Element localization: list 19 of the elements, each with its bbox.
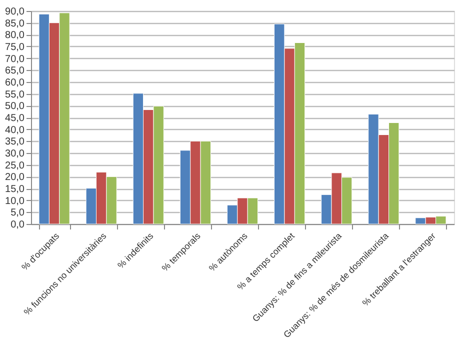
y-tick-label: 5,0 — [10, 208, 25, 219]
y-tick-label: 50,0 — [5, 101, 25, 112]
y-tick-label: 40,0 — [5, 124, 25, 136]
y-tick-label: 20,0 — [5, 172, 25, 184]
y-tick-label: 70,0 — [5, 54, 25, 65]
y-tick-label: 0,0 — [10, 220, 25, 230]
y-tick-label: 25,0 — [5, 160, 25, 172]
y-tick-label: 30,0 — [5, 148, 25, 160]
y-tick-label: 35,0 — [5, 136, 25, 148]
y-tick-label: 60,0 — [5, 78, 25, 88]
y-tick-label: 90,0 — [5, 6, 25, 18]
y-tick-label: 10,0 — [5, 196, 25, 207]
y-tick-label: 75,0 — [5, 42, 25, 53]
y-tick-label: 15,0 — [5, 184, 25, 195]
y-tick-label: 55,0 — [5, 89, 25, 100]
y-tick-label: 65,0 — [5, 66, 25, 77]
y-tick-label: 85,0 — [5, 18, 25, 30]
y-tick-label: 80,0 — [5, 30, 25, 42]
y-tick-label: 45,0 — [5, 113, 25, 124]
